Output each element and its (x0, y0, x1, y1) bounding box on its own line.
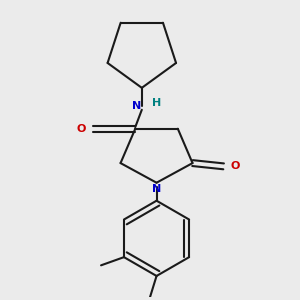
Text: N: N (132, 101, 142, 111)
Text: N: N (152, 184, 161, 194)
Text: O: O (230, 161, 240, 171)
Text: O: O (76, 124, 86, 134)
Text: H: H (152, 98, 161, 108)
